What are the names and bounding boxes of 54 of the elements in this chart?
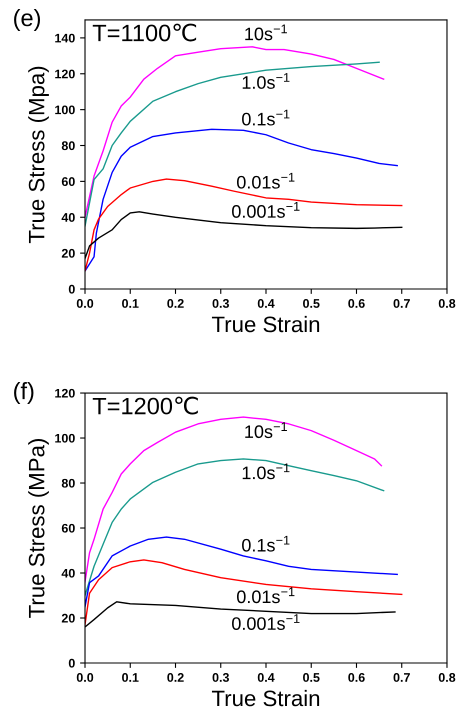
x-tick-label: 0.6 <box>348 299 365 308</box>
y-tick-label: 100 <box>55 105 75 114</box>
y-tick-label: 20 <box>62 248 75 258</box>
y-tick-label: 100 <box>55 434 75 443</box>
x-tick-label: 0.5 <box>303 299 320 308</box>
y-tick-label: 0 <box>68 658 75 668</box>
x-tick-label: 0.4 <box>258 299 275 308</box>
series-label: 0.1s$^{−1}$ <box>242 536 290 552</box>
x-axis-title: True Strain <box>212 316 320 332</box>
line-series <box>85 128 398 272</box>
x-tick-label: 0.1 <box>122 299 139 308</box>
series-label: 0.001s$^{−1}$ <box>232 202 300 218</box>
y-tick-label: 40 <box>62 568 75 578</box>
chart-title: (e) <box>14 8 40 31</box>
x-tick-label: 0.4 <box>258 673 275 682</box>
series-label: 0.001s$^{−1}$ <box>232 614 300 630</box>
series-label: 10s$^{−1}$ <box>245 24 287 40</box>
x-tick-label: 0.5 <box>303 673 320 682</box>
chart-title: (f) <box>14 382 34 404</box>
y-tick-label: 80 <box>62 141 75 150</box>
x-tick-label: 0.8 <box>438 299 456 308</box>
line-series <box>85 536 398 608</box>
x-tick-label: 0.6 <box>348 673 365 682</box>
x-tick-label: 0.1 <box>122 673 139 682</box>
x-tick-label: 0.3 <box>212 299 229 308</box>
series-label: 0.01s$^{−1}$ <box>237 172 294 189</box>
x-tick-label: 0.8 <box>438 673 456 682</box>
x-tick-label: 0.0 <box>76 299 94 308</box>
x-tick-label: 0.7 <box>394 299 410 308</box>
x-tick-label: 0.3 <box>212 673 229 682</box>
x-tick-label: 0.2 <box>167 673 184 682</box>
series-label: 10s$^{−1}$ <box>245 422 287 438</box>
x-tick-label: 0.2 <box>167 299 184 308</box>
y-tick-label: 20 <box>62 614 75 623</box>
x-axis-title: True Strain <box>212 690 320 706</box>
series-label: 1.0s$^{−1}$ <box>242 463 290 480</box>
annotation: T=1100℃ <box>92 24 196 42</box>
y-tick-label: 40 <box>62 213 75 222</box>
y-tick-label: 0 <box>68 284 75 294</box>
y-axis-title: True Stress (Mpa) <box>28 66 49 244</box>
y-tick-label: 60 <box>62 177 75 186</box>
series-label: 0.01s$^{−1}$ <box>237 587 294 604</box>
x-tick-label: 0.0 <box>76 673 94 682</box>
series-label: 1.0s$^{−1}$ <box>242 73 290 89</box>
y-tick-label: 60 <box>62 524 75 533</box>
series-label: 0.1s$^{−1}$ <box>242 110 290 126</box>
y-tick-label: 140 <box>55 34 75 43</box>
line-series <box>85 416 382 583</box>
y-tick-label: 80 <box>62 478 75 488</box>
y-axis-title: True Stress (MPa) <box>28 439 49 618</box>
x-tick-label: 0.7 <box>394 673 410 682</box>
y-tick-label: 120 <box>55 388 75 398</box>
annotation: T=1200℃ <box>92 396 198 415</box>
y-tick-label: 120 <box>55 70 75 78</box>
